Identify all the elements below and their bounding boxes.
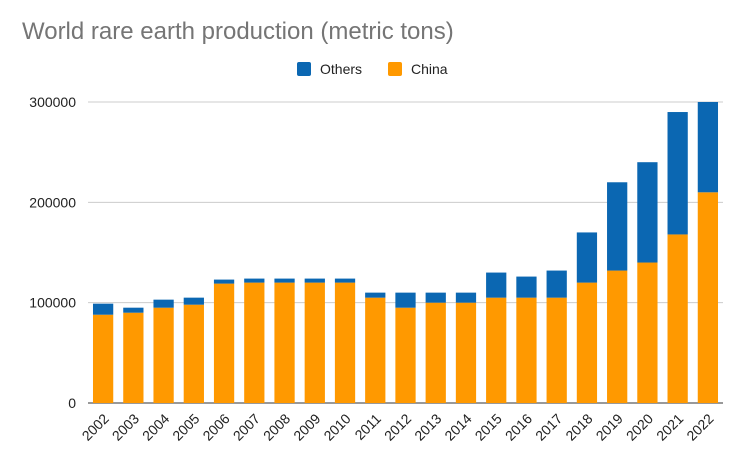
- x-tick-label: 2022: [683, 410, 716, 443]
- bar-china-2013: [425, 302, 446, 403]
- x-tick-label: 2005: [169, 410, 202, 443]
- bar-others-2020: [637, 162, 658, 263]
- x-tick-label: 2021: [653, 410, 686, 443]
- bar-china-2018: [576, 282, 598, 403]
- x-tick-label: 2002: [79, 410, 112, 443]
- bar-china-2014: [455, 302, 477, 403]
- x-tick-label: 2019: [593, 410, 626, 443]
- bar-others-2016: [516, 276, 537, 298]
- x-tick-label: 2006: [199, 410, 232, 443]
- bar-others-2022: [697, 102, 719, 193]
- bar-others-2017: [546, 270, 567, 298]
- bar-others-2011: [365, 292, 386, 298]
- legend-swatch-others: [297, 62, 311, 76]
- bar-others-2005: [183, 297, 204, 305]
- y-tick-label: 200000: [29, 194, 76, 210]
- bar-others-2008: [274, 278, 295, 283]
- bar-china-2012: [395, 307, 416, 403]
- y-tick-label: 300000: [29, 94, 76, 110]
- bar-china-2008: [274, 282, 295, 403]
- x-tick-label: 2012: [381, 410, 414, 443]
- bar-china-2021: [667, 234, 688, 403]
- bar-others-2018: [576, 232, 598, 283]
- x-tick-label: 2020: [623, 410, 656, 443]
- legend-item-others: Others: [297, 61, 362, 77]
- bar-china-2005: [183, 304, 204, 403]
- bar-others-2004: [153, 299, 174, 308]
- bar-others-2021: [667, 112, 688, 235]
- bar-others-2019: [607, 182, 628, 271]
- bar-others-2009: [304, 278, 325, 283]
- x-tick-label: 2013: [411, 410, 444, 443]
- chart-title: World rare earth production (metric tons…: [22, 18, 454, 45]
- bar-china-2017: [546, 297, 567, 403]
- bar-layer: [92, 102, 719, 403]
- bar-others-2012: [395, 292, 416, 308]
- bar-china-2002: [92, 314, 114, 403]
- x-tick-label: 2004: [139, 410, 172, 443]
- x-tick-label: 2009: [290, 410, 323, 443]
- x-tick-label: 2007: [230, 410, 263, 443]
- bar-china-2010: [334, 282, 356, 403]
- x-tick-label: 2015: [472, 410, 505, 443]
- x-tick-label: 2016: [502, 410, 535, 443]
- x-tick-label: 2011: [351, 410, 384, 443]
- bar-others-2013: [425, 292, 446, 303]
- x-tick-label: 2014: [441, 410, 474, 443]
- bar-others-2010: [334, 278, 356, 283]
- bar-china-2004: [153, 307, 174, 403]
- bar-china-2016: [516, 297, 537, 403]
- bar-china-2011: [365, 297, 386, 403]
- x-tick-label: 2017: [532, 410, 565, 443]
- legend-item-china: China: [388, 61, 448, 77]
- bar-china-2022: [697, 192, 719, 403]
- y-tick-label: 100000: [29, 295, 76, 311]
- bar-china-2007: [244, 282, 265, 403]
- bar-china-2019: [607, 270, 628, 403]
- y-tick-label: 0: [68, 395, 76, 411]
- x-tick-label: 2003: [109, 410, 142, 443]
- bar-others-2006: [213, 279, 235, 284]
- legend-swatch-china: [388, 62, 402, 76]
- legend-label-china: China: [411, 61, 448, 77]
- bar-others-2015: [486, 272, 507, 298]
- bar-others-2007: [244, 278, 265, 283]
- x-tick-label: 2018: [562, 410, 595, 443]
- bar-china-2006: [213, 283, 235, 403]
- bar-others-2002: [92, 303, 114, 315]
- bar-china-2003: [123, 312, 144, 403]
- x-tick-label: 2010: [320, 410, 353, 443]
- x-tick-label: 2008: [260, 410, 293, 443]
- legend-label-others: Others: [320, 61, 363, 77]
- bar-others-2014: [455, 292, 477, 303]
- bar-china-2015: [486, 297, 507, 403]
- bar-others-2003: [123, 307, 144, 313]
- bar-china-2009: [304, 282, 325, 403]
- bar-china-2020: [637, 262, 658, 403]
